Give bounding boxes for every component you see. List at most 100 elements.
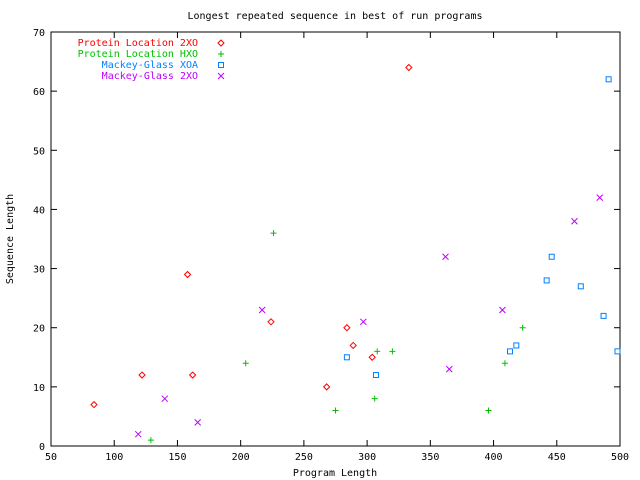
diamond-marker: [322, 383, 331, 391]
square-marker: [543, 277, 550, 284]
plus-marker: [332, 407, 339, 414]
data-point: [389, 348, 396, 355]
data-point: [343, 324, 351, 332]
data-point: [600, 312, 607, 319]
plus-marker: [485, 407, 492, 414]
data-point: [183, 270, 192, 279]
square-marker: [513, 342, 520, 349]
data-point: [90, 400, 98, 409]
plus-marker: [371, 395, 378, 402]
diamond-marker: [138, 371, 146, 379]
diamond-marker: [183, 270, 192, 279]
legend-entry-marker: [218, 51, 224, 57]
plus-marker: [501, 360, 508, 367]
data-point: [506, 348, 513, 355]
legend-entry-label: Mackey-Glass 2XO: [102, 71, 198, 82]
cross-marker: [596, 194, 604, 201]
x-tick-label: 300: [358, 452, 376, 463]
square-marker: [614, 348, 621, 355]
y-tick-label: 10: [33, 383, 45, 394]
data-point: [349, 341, 357, 350]
x-tick-label: 200: [232, 452, 250, 463]
y-tick-label: 60: [33, 87, 45, 98]
diamond-marker: [349, 341, 357, 350]
cross-marker: [445, 365, 453, 373]
data-point: [499, 306, 506, 314]
y-tick-label: 0: [39, 442, 45, 453]
data-point: [138, 371, 146, 379]
data-point: [577, 283, 584, 290]
data-point: [372, 372, 379, 379]
plot-frame: [50, 31, 621, 447]
cross-marker: [359, 318, 367, 326]
data-point: [543, 277, 550, 284]
data-point: [161, 395, 169, 403]
cross-marker: [571, 217, 578, 225]
data-point: [519, 324, 526, 331]
y-tick-label: 40: [33, 205, 45, 216]
x-axis-label: Program Length: [293, 468, 377, 479]
data-point: [513, 342, 520, 349]
cross-marker: [442, 253, 449, 261]
chart-title: Longest repeated sequence in best of run…: [187, 11, 482, 22]
plus-marker: [147, 437, 154, 444]
data-point: [267, 318, 275, 326]
y-tick-label: 50: [33, 146, 45, 157]
data-point: [134, 430, 142, 438]
cross-marker: [217, 72, 225, 80]
square-marker: [218, 62, 224, 68]
data-point: [605, 76, 612, 83]
data-point: [368, 353, 376, 361]
square-marker: [548, 253, 555, 260]
x-tick-label: 450: [548, 452, 566, 463]
diamond-marker: [188, 371, 197, 379]
plus-marker: [242, 360, 249, 367]
square-marker: [506, 348, 513, 355]
x-tick-label: 100: [105, 452, 123, 463]
square-marker: [343, 354, 350, 361]
legend-entry-label: Protein Location HXO: [78, 49, 198, 60]
diamond-marker: [90, 400, 98, 409]
data-point: [571, 217, 578, 225]
plus-marker: [519, 324, 526, 331]
x-tick-label: 150: [168, 452, 186, 463]
data-point: [501, 360, 508, 367]
y-tick-label: 30: [33, 265, 45, 276]
data-point: [442, 253, 449, 261]
data-point: [359, 318, 367, 326]
square-marker: [372, 372, 379, 379]
data-point: [332, 407, 339, 414]
data-point: [405, 63, 413, 72]
data-point: [371, 395, 378, 402]
cross-marker: [499, 306, 506, 314]
diamond-marker: [368, 353, 376, 361]
data-point: [485, 407, 492, 414]
legend-entry-marker: [217, 72, 225, 80]
plus-marker: [374, 348, 381, 355]
square-marker: [600, 312, 607, 319]
x-tick-label: 400: [485, 452, 503, 463]
legend-entry-marker: [217, 39, 225, 47]
cross-marker: [134, 430, 142, 438]
data-point: [258, 306, 266, 314]
cross-marker: [161, 395, 169, 403]
x-tick-label: 250: [295, 452, 313, 463]
data-point: [374, 348, 381, 355]
square-marker: [577, 283, 584, 290]
data-point: [322, 383, 331, 391]
data-point: [194, 418, 202, 426]
data-point: [270, 230, 277, 237]
data-point: [596, 194, 604, 201]
diamond-marker: [267, 318, 275, 326]
legend-entry-label: Mackey-Glass XOA: [102, 60, 198, 71]
diamond-marker: [217, 39, 225, 47]
data-point: [242, 360, 249, 367]
diamond-marker: [343, 324, 351, 332]
legend-entry-marker: [218, 62, 224, 68]
cross-marker: [258, 306, 266, 314]
data-point: [147, 437, 154, 444]
x-tick-label: 500: [611, 452, 629, 463]
y-tick-label: 70: [33, 28, 45, 39]
legend-entry-label: Protein Location 2XO: [78, 38, 198, 49]
